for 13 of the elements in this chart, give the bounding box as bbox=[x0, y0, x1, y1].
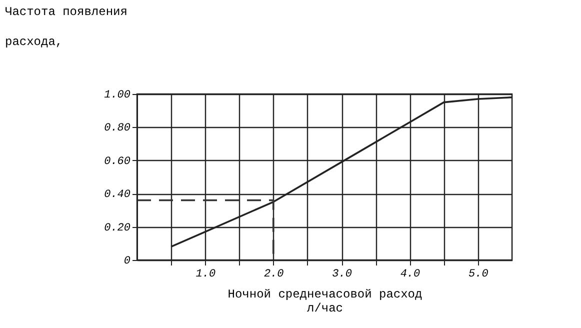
y-tick-label: 1.00 bbox=[104, 90, 131, 102]
x-axis-title: Ночной среднечасовой расход л/час bbox=[228, 288, 422, 316]
x-tick-label: 2.0 bbox=[264, 268, 284, 280]
x-tick-label: 3.0 bbox=[332, 268, 352, 280]
x-tick-label: 1.0 bbox=[196, 268, 216, 280]
y-tick-label: 0.80 bbox=[104, 122, 131, 135]
x-tick-label: 5.0 bbox=[468, 268, 489, 280]
x-tick-label: 4.0 bbox=[400, 268, 421, 280]
y-tick-label: 0.20 bbox=[104, 222, 131, 234]
y-tick-label: 0.40 bbox=[104, 189, 131, 202]
y-tick-label: 0.60 bbox=[104, 156, 131, 168]
text: Частота появления расхода, bbox=[5, 5, 128, 49]
y-tick-label: 0 bbox=[124, 256, 131, 268]
